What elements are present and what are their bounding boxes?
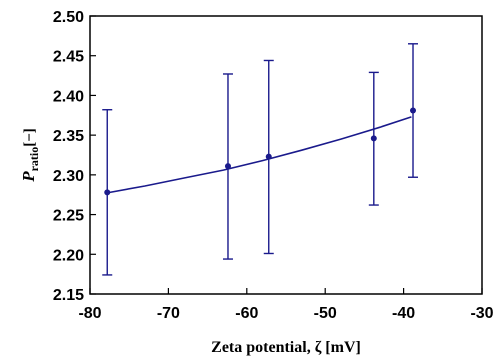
y-axis: 2.15 2.20 2.25 2.30 2.35 2.40 2.45 2.50 xyxy=(53,9,96,304)
error-bars xyxy=(102,43,419,276)
fit-curve xyxy=(105,116,412,194)
y-axis-title-sub: ratio xyxy=(27,147,41,172)
x-axis: -80 -70 -60 -50 -40 -30 xyxy=(78,288,494,322)
x-tick-label: -30 xyxy=(470,305,493,322)
y-tick-label: 2.40 xyxy=(53,88,84,105)
x-axis-title: Zeta potential, ζ [mV] xyxy=(211,339,361,356)
data-point xyxy=(370,135,377,142)
y-tick-label: 2.45 xyxy=(53,49,84,66)
y-tick-label: 2.25 xyxy=(53,208,84,225)
y-tick-label: 2.15 xyxy=(53,287,84,304)
plot-area xyxy=(89,15,483,295)
y-axis-title: Pratio[−] xyxy=(19,128,41,183)
x-tick-label: -80 xyxy=(78,305,101,322)
y-tick-label: 2.50 xyxy=(53,9,84,26)
data-point xyxy=(265,153,272,160)
y-tick-label: 2.30 xyxy=(53,168,84,185)
y-axis-title-main: P xyxy=(19,171,38,183)
x-tick-label: -60 xyxy=(235,305,258,322)
y-axis-title-unit: [−] xyxy=(22,128,38,147)
fit-curve-group xyxy=(105,116,412,194)
x-tick-label: -40 xyxy=(392,305,415,322)
plot-frame xyxy=(89,15,483,295)
y-tick-label: 2.35 xyxy=(53,128,84,145)
data-point xyxy=(104,189,111,196)
data-points xyxy=(104,107,417,196)
y-tick-label: 2.20 xyxy=(53,247,84,264)
data-point xyxy=(224,163,231,170)
x-tick-label: -50 xyxy=(314,305,337,322)
data-point xyxy=(410,107,417,114)
x-tick-label: -70 xyxy=(157,305,180,322)
